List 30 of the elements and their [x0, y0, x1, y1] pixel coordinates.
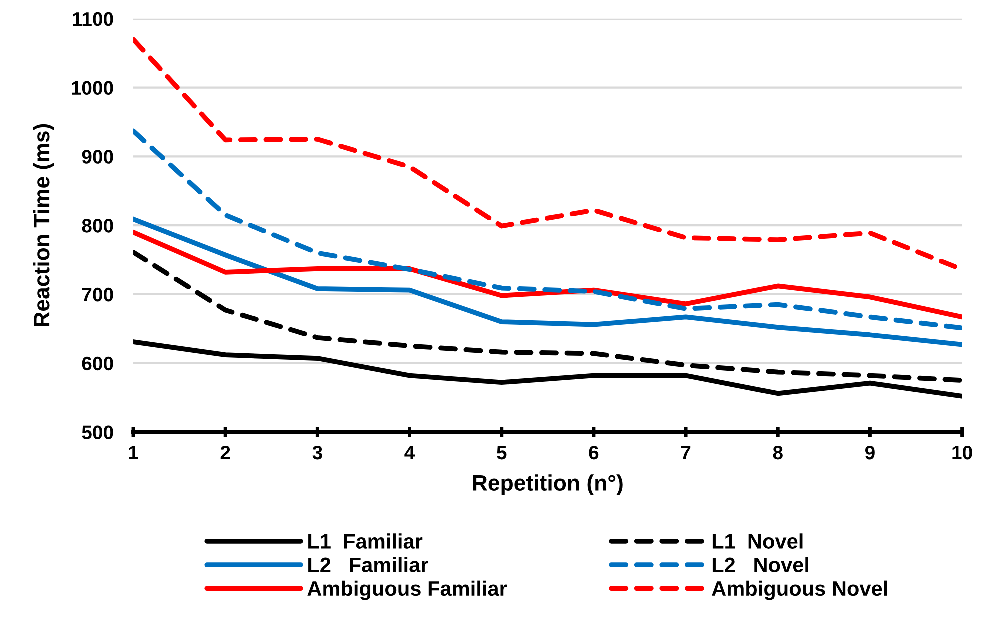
x-tick-label: 7	[681, 446, 691, 460]
x-axis-title: Repetition (n°)	[473, 474, 623, 496]
line-series	[134, 230, 962, 320]
x-tick-label: 9	[865, 446, 875, 460]
y-tick-label: 600	[82, 356, 114, 371]
y-tick-label: 800	[82, 219, 114, 233]
line-series	[134, 216, 962, 348]
y-tick-label: 1100	[73, 12, 114, 26]
x-tick-label: 6	[589, 446, 599, 460]
y-tick-label: 1000	[72, 81, 114, 96]
x-tick-label: 4	[404, 446, 416, 460]
x-tick-label: 10	[952, 446, 972, 460]
legend-label: L1 Novel	[712, 534, 803, 549]
x-tick-label: 2	[220, 446, 230, 460]
x-tick-label: 1	[129, 446, 138, 460]
y-tick-label: 500	[82, 426, 114, 440]
legend-label: Ambiguous Novel	[712, 580, 888, 600]
legend-label: Ambiguous Familiar	[308, 580, 508, 600]
y-tick-label: 700	[82, 288, 114, 302]
x-tick-label: 5	[497, 446, 507, 460]
line-series	[134, 250, 962, 383]
y-tick-label: 900	[82, 150, 114, 164]
line-series	[134, 128, 962, 331]
x-tick-label: 3	[312, 446, 322, 460]
line-series	[134, 340, 962, 399]
legend-label: L2 Familiar	[308, 557, 428, 573]
legend-label: L1 Familiar	[308, 534, 423, 549]
legend-label: L2 Novel	[712, 557, 809, 573]
x-tick-label: 8	[773, 446, 783, 460]
y-axis-title: Reaction Time (ms)	[33, 124, 54, 326]
